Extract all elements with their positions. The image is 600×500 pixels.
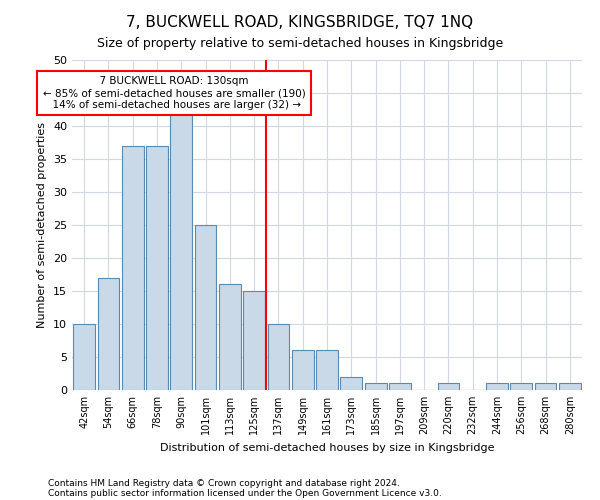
Bar bbox=[316, 350, 338, 390]
Bar bbox=[170, 113, 192, 390]
Bar bbox=[511, 384, 532, 390]
Bar bbox=[486, 384, 508, 390]
Bar bbox=[243, 291, 265, 390]
X-axis label: Distribution of semi-detached houses by size in Kingsbridge: Distribution of semi-detached houses by … bbox=[160, 442, 494, 452]
Text: Contains public sector information licensed under the Open Government Licence v3: Contains public sector information licen… bbox=[48, 488, 442, 498]
Bar bbox=[268, 324, 289, 390]
Bar bbox=[194, 225, 217, 390]
Bar bbox=[559, 384, 581, 390]
Text: 7, BUCKWELL ROAD, KINGSBRIDGE, TQ7 1NQ: 7, BUCKWELL ROAD, KINGSBRIDGE, TQ7 1NQ bbox=[127, 15, 473, 30]
Bar bbox=[365, 384, 386, 390]
Bar bbox=[146, 146, 168, 390]
Bar bbox=[122, 146, 143, 390]
Text: Size of property relative to semi-detached houses in Kingsbridge: Size of property relative to semi-detach… bbox=[97, 38, 503, 51]
Text: 7 BUCKWELL ROAD: 130sqm  
← 85% of semi-detached houses are smaller (190)
  14% : 7 BUCKWELL ROAD: 130sqm ← 85% of semi-de… bbox=[43, 76, 305, 110]
Bar bbox=[340, 377, 362, 390]
Bar bbox=[73, 324, 95, 390]
Bar bbox=[292, 350, 314, 390]
Bar bbox=[535, 384, 556, 390]
Text: Contains HM Land Registry data © Crown copyright and database right 2024.: Contains HM Land Registry data © Crown c… bbox=[48, 478, 400, 488]
Bar bbox=[97, 278, 119, 390]
Bar bbox=[389, 384, 411, 390]
Bar bbox=[219, 284, 241, 390]
Y-axis label: Number of semi-detached properties: Number of semi-detached properties bbox=[37, 122, 47, 328]
Bar bbox=[437, 384, 460, 390]
